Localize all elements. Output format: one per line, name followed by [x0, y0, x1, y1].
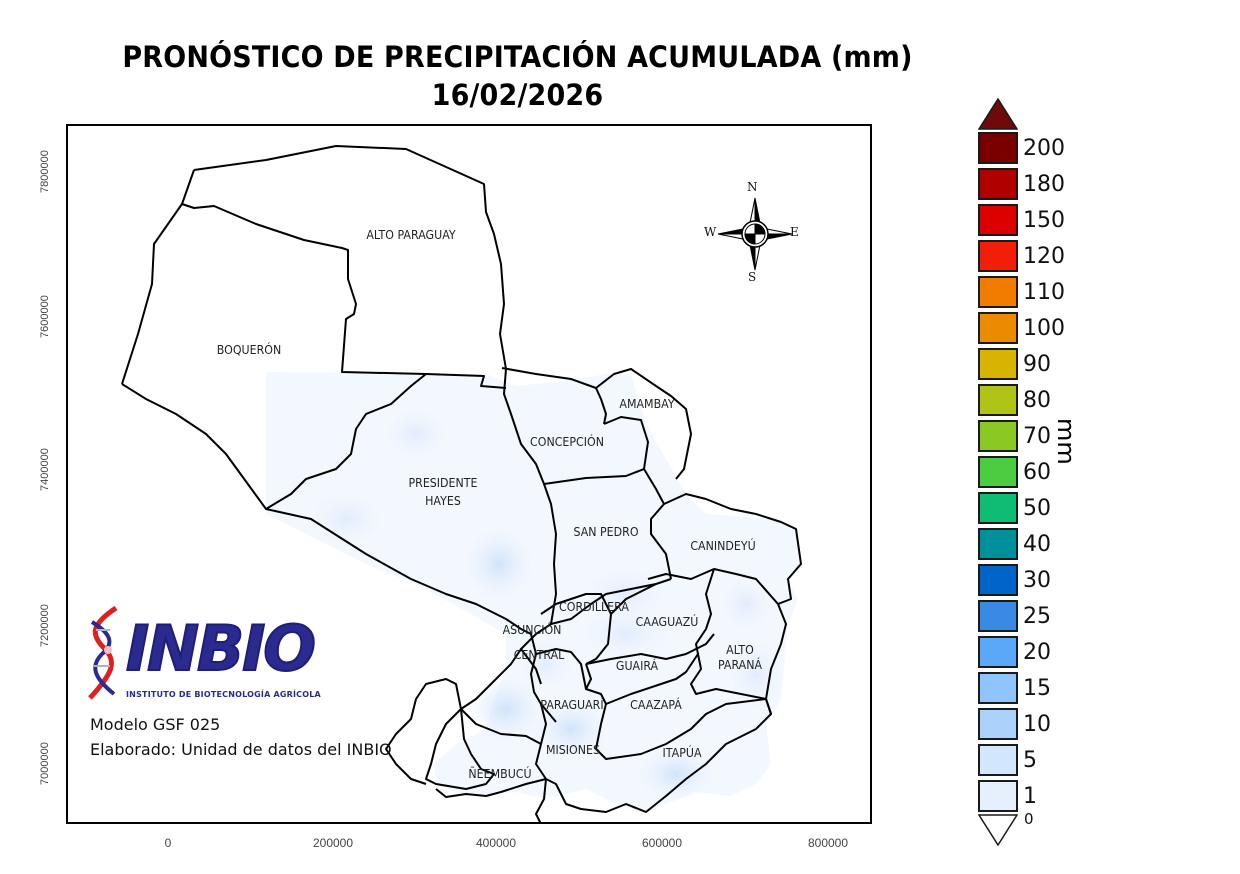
legend-swatch-5	[978, 744, 1018, 776]
x-tick-0: 0	[164, 836, 172, 850]
department-borders	[121, 145, 802, 824]
legend-label-100: 100	[1023, 316, 1065, 341]
legend-swatch-60	[978, 456, 1018, 488]
map-title: PRONÓSTICO DE PRECIPITACIÓN ACUMULADA (m…	[36, 38, 999, 114]
credit-label: Elaborado: Unidad de datos del INBIO	[90, 740, 392, 759]
legend-swatch-180	[978, 168, 1018, 200]
legend-label-150: 150	[1023, 208, 1065, 233]
legend-label-5: 5	[1023, 748, 1037, 773]
region-label-guaira: GUAIRÁ	[615, 659, 659, 673]
region-label-neembucu: ÑEEMBUCÚ	[468, 767, 532, 781]
paraguay-precipitation-map	[121, 145, 802, 824]
y-tick-7400000: 7400000	[39, 448, 51, 491]
inbio-subtitle: INSTITUTO DE BIOTECNOLOGÍA AGRÍCOLA	[126, 690, 321, 699]
region-label-itapua: ITAPÚA	[662, 746, 702, 760]
legend-label-70: 70	[1023, 424, 1051, 449]
legend-label-20: 20	[1023, 640, 1051, 665]
legend-label-40: 40	[1023, 532, 1051, 557]
legend-swatch-40	[978, 528, 1018, 560]
legend-swatch-110	[978, 276, 1018, 308]
legend-label-50: 50	[1023, 496, 1051, 521]
legend-label-180: 180	[1023, 172, 1065, 197]
region-label-caazapa: CAAZAPÁ	[630, 698, 682, 712]
compass-rose: N S W E	[700, 178, 810, 286]
region-label-boqueron: BOQUERÓN	[216, 343, 282, 357]
legend-under-arrow-icon	[978, 814, 1018, 846]
legend-label-80: 80	[1023, 388, 1051, 413]
region-label-amambay: AMAMBAY	[619, 397, 675, 411]
legend-over-arrow-icon	[978, 98, 1018, 130]
legend-label-90: 90	[1023, 352, 1051, 377]
region-label-misiones: MISIONES	[546, 743, 600, 757]
x-tick-400000: 400000	[475, 836, 517, 850]
dna-helix-icon	[88, 605, 118, 700]
compass-west: W	[704, 225, 717, 239]
legend-swatch-200	[978, 132, 1018, 164]
legend-label-120: 120	[1023, 244, 1065, 269]
legend-swatch-1	[978, 780, 1018, 812]
legend-label-200: 200	[1023, 136, 1065, 161]
region-label-concepcion: CONCEPCIÓN	[530, 435, 604, 449]
y-tick-7000000: 7000000	[39, 742, 51, 785]
compass-east: E	[790, 225, 799, 239]
legend-swatch-90	[978, 348, 1018, 380]
legend-label-15: 15	[1023, 676, 1051, 701]
inbio-wordmark: INBIO	[125, 612, 317, 685]
map-title-date: 16/02/2026	[431, 78, 604, 112]
compass-rose-icon	[717, 197, 793, 271]
y-tick-7200000: 7200000	[39, 604, 51, 647]
legend-label-10: 10	[1023, 712, 1051, 737]
region-label-presidente-hayes: PRESIDENTE HAYES	[408, 476, 478, 508]
y-tick-7800000: 7800000	[39, 150, 51, 193]
legend-unit-label: mm	[1052, 418, 1080, 465]
region-label-paraguari: PARAGUARÍ	[540, 698, 604, 712]
legend-label-25: 25	[1023, 604, 1051, 629]
region-label-san-pedro: SAN PEDRO	[573, 525, 639, 539]
legend-swatch-80	[978, 384, 1018, 416]
legend-swatch-20	[978, 636, 1018, 668]
legend-swatch-70	[978, 420, 1018, 452]
y-tick-7600000: 7600000	[39, 295, 51, 338]
legend-label-60: 60	[1023, 460, 1051, 485]
x-tick-200000: 200000	[312, 836, 354, 850]
legend-label-110: 110	[1023, 280, 1065, 305]
map-title-line1: PRONÓSTICO DE PRECIPITACIÓN ACUMULADA (m…	[122, 40, 913, 74]
inbio-logo: INBIO INSTITUTO DE BIOTECNOLOGÍA AGRÍCOL…	[82, 604, 352, 704]
region-label-cordillera: CORDILLERA	[559, 600, 629, 614]
legend-under-label: 0	[1024, 810, 1034, 828]
legend-label-1: 1	[1023, 784, 1037, 809]
model-label: Modelo GSF 025	[90, 715, 221, 734]
precipitation-layer	[266, 372, 801, 812]
legend-swatch-15	[978, 672, 1018, 704]
x-tick-600000: 600000	[641, 836, 683, 850]
legend-swatch-100	[978, 312, 1018, 344]
compass-north: N	[747, 180, 758, 194]
legend-swatch-25	[978, 600, 1018, 632]
legend-swatch-50	[978, 492, 1018, 524]
region-label-caaguazu: CAAGUAZÚ	[635, 615, 699, 629]
legend-swatch-150	[978, 204, 1018, 236]
legend-swatch-10	[978, 708, 1018, 740]
legend-swatch-120	[978, 240, 1018, 272]
legend-label-30: 30	[1023, 568, 1051, 593]
region-label-alto-paraguay: ALTO PARAGUAY	[366, 228, 456, 242]
compass-south: S	[748, 270, 757, 284]
x-tick-800000: 800000	[807, 836, 849, 850]
legend-swatch-30	[978, 564, 1018, 596]
region-label-alto-parana: ALTO PARANÁ	[717, 643, 763, 672]
region-label-canindeyu: CANINDEYÚ	[690, 539, 756, 553]
region-label-asuncion: ASUNCIÓN	[502, 623, 562, 637]
region-label-central: CENTRAL	[513, 648, 565, 662]
